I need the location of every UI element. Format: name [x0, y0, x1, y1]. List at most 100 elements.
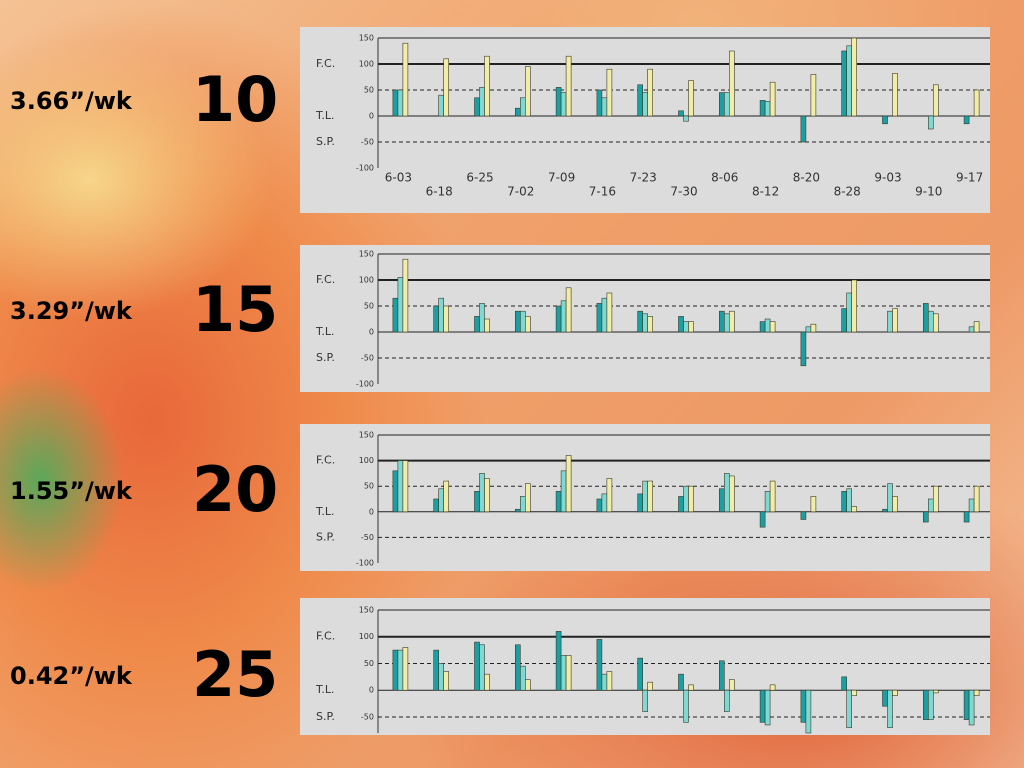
bar: [851, 37, 858, 117]
bar: [565, 455, 572, 513]
y-tick-label: -100: [356, 559, 374, 568]
sample-label: 25: [192, 638, 278, 711]
bar: [927, 115, 934, 130]
bar: [968, 689, 975, 726]
bar: [514, 644, 521, 691]
bar: [596, 498, 603, 513]
bar: [841, 50, 848, 117]
bar: [892, 496, 898, 513]
bar: [433, 498, 440, 513]
bar: [392, 649, 399, 691]
bar: [846, 292, 853, 333]
y-tick-label: -50: [361, 533, 374, 542]
bar: [519, 310, 526, 333]
x-tick-label: 7-30: [670, 185, 697, 199]
bar: [718, 92, 725, 117]
bar: [764, 318, 771, 333]
y-tick-label: -50: [361, 138, 374, 147]
bar: [764, 491, 771, 513]
bar: [688, 684, 694, 691]
bar: [678, 110, 684, 117]
bar: [560, 300, 567, 333]
bar: [438, 488, 445, 513]
bar: [805, 326, 812, 333]
plot: [377, 434, 990, 563]
bar: [402, 42, 409, 117]
plot: [377, 609, 990, 734]
level-label: S.P.: [316, 530, 335, 543]
bar: [474, 97, 480, 117]
bar: [438, 94, 445, 117]
bar: [642, 92, 649, 117]
chart-panel: [300, 598, 990, 735]
bar: [637, 657, 644, 691]
bar: [887, 689, 893, 728]
bar: [474, 641, 480, 691]
bar: [927, 310, 934, 333]
bar: [565, 287, 572, 333]
bar: [683, 115, 689, 122]
bar: [647, 316, 654, 333]
bar: [519, 496, 526, 513]
plot: [377, 37, 990, 168]
level-label: S.P.: [316, 710, 335, 723]
x-tick-label: 6-25: [466, 171, 493, 185]
bar: [565, 55, 572, 117]
x-tick-label: 8-06: [711, 171, 738, 185]
bar: [678, 496, 684, 513]
bar: [402, 647, 409, 691]
bar: [927, 498, 934, 513]
bar: [606, 68, 613, 117]
y-tick-label: 50: [364, 86, 374, 95]
bar: [397, 277, 404, 333]
x-tick-label: 6-18: [426, 185, 453, 199]
bar: [892, 73, 898, 117]
bar: [769, 321, 776, 333]
y-tick-label: 0: [369, 328, 374, 337]
bar: [524, 483, 531, 513]
bar: [565, 655, 572, 691]
x-tick-label: 7-16: [589, 185, 616, 199]
bar: [810, 323, 817, 333]
y-tick-label: 150: [359, 250, 374, 259]
bar: [514, 107, 521, 117]
bar: [678, 673, 684, 691]
bar: [841, 676, 848, 691]
bar: [392, 297, 399, 333]
bar: [932, 485, 939, 513]
x-tick-label: 7-23: [630, 171, 657, 185]
bar: [637, 310, 644, 333]
y-tick-label: 100: [359, 456, 374, 465]
bar: [846, 689, 853, 728]
bar: [963, 511, 970, 523]
x-tick-label: 9-17: [956, 171, 983, 185]
level-label: F.C.: [316, 630, 335, 643]
bar: [728, 50, 735, 117]
bar: [484, 478, 490, 513]
y-tick-label: 100: [359, 60, 374, 69]
bar: [514, 310, 521, 333]
bar: [397, 460, 404, 513]
bar: [810, 74, 817, 117]
bar: [596, 639, 603, 691]
bar: [397, 649, 404, 691]
bar: [769, 684, 776, 691]
rate-label: 3.29”/wk: [10, 297, 133, 325]
level-label: T.L.: [315, 325, 335, 338]
y-tick-label: -50: [361, 354, 374, 363]
x-tick-label: 9-03: [874, 171, 901, 185]
bar: [484, 55, 490, 117]
y-tick-label: 0: [369, 112, 374, 121]
bar: [438, 663, 445, 691]
bar: [846, 45, 853, 117]
bar: [601, 493, 608, 513]
x-tick-label: 7-02: [507, 185, 534, 199]
bar: [922, 689, 929, 720]
bar: [524, 316, 531, 333]
y-tick-label: 150: [359, 606, 374, 615]
bar: [474, 316, 480, 333]
bar: [601, 297, 608, 333]
bar: [519, 665, 526, 691]
rate-label: 3.66”/wk: [10, 87, 133, 115]
